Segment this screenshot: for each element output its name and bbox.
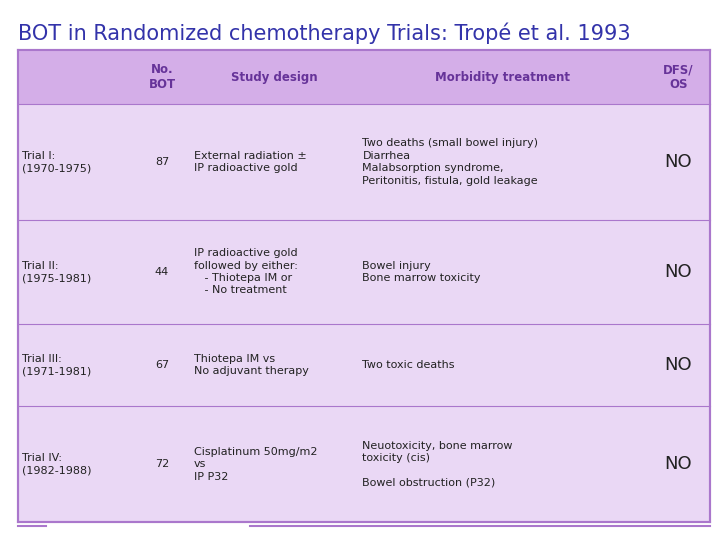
Text: Trial III:
(1971-1981): Trial III: (1971-1981) [22,354,91,376]
Text: Study design: Study design [231,71,318,84]
Text: Bowel injury
Bone marrow toxicity: Bowel injury Bone marrow toxicity [362,261,481,283]
Bar [18,50,710,522]
Text: NO: NO [665,263,692,281]
Text: Trial I:
(1970-1975): Trial I: (1970-1975) [22,151,91,173]
Text: NO: NO [665,356,692,374]
Bar [18,50,710,104]
Text: 87: 87 [155,157,169,167]
Text: Two deaths (small bowel injury)
Diarrhea
Malabsorption syndrome,
Peritonitis, fi: Two deaths (small bowel injury) Diarrhea… [362,138,539,186]
Text: IP radioactive gold
followed by either:
   - Thiotepa IM or
   - No treatment: IP radioactive gold followed by either: … [194,248,298,295]
Text: 72: 72 [155,459,169,469]
Text: Neuotoxicity, bone marrow
toxicity (cis)

Bowel obstruction (P32): Neuotoxicity, bone marrow toxicity (cis)… [362,441,513,488]
Text: BOT in Randomized chemotherapy Trials: Tropé et al. 1993: BOT in Randomized chemotherapy Trials: T… [18,22,631,44]
Text: DFS/
OS: DFS/ OS [663,63,693,91]
Text: External radiation ±
IP radioactive gold: External radiation ± IP radioactive gold [194,151,307,173]
Text: Cisplatinum 50mg/m2
vs
IP P32: Cisplatinum 50mg/m2 vs IP P32 [194,447,318,482]
Text: Trial IV:
(1982-1988): Trial IV: (1982-1988) [22,453,91,475]
Text: NO: NO [665,153,692,171]
Text: No.
BOT: No. BOT [148,63,176,91]
Text: Trial II:
(1975-1981): Trial II: (1975-1981) [22,261,91,283]
Text: 67: 67 [155,360,169,370]
Text: NO: NO [665,455,692,473]
Text: Morbidity treatment: Morbidity treatment [435,71,570,84]
Text: 44: 44 [155,267,169,277]
Text: Two toxic deaths: Two toxic deaths [362,360,455,370]
Text: Thiotepa IM vs
No adjuvant therapy: Thiotepa IM vs No adjuvant therapy [194,354,309,376]
